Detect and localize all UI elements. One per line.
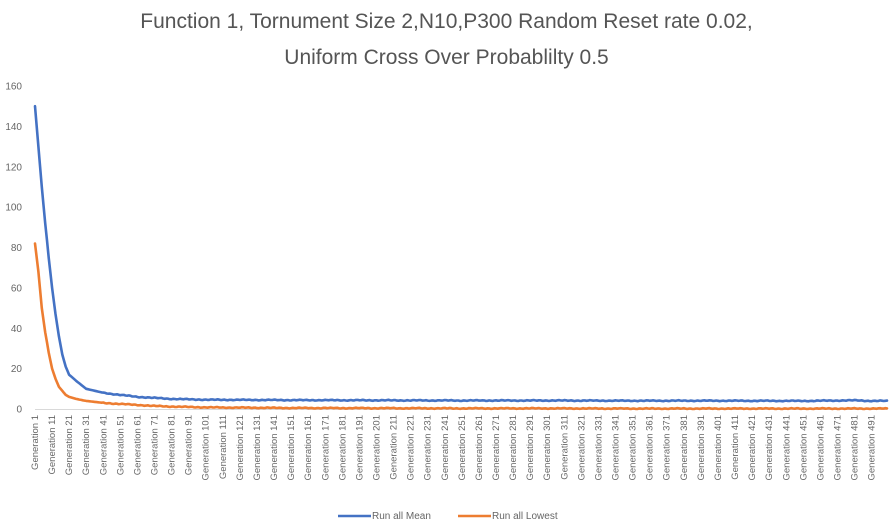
x-tick-label: Generation 181 <box>337 415 348 481</box>
x-tick-label: Generation 101 <box>201 415 212 481</box>
y-tick-label: 140 <box>5 122 22 133</box>
x-tick-label: Generation 161 <box>303 415 314 481</box>
x-tick-label: Generation 361 <box>645 415 656 481</box>
x-tick-label: Generation 91 <box>184 415 195 475</box>
y-axis: 0 20 40 60 80 100 120 140 160 <box>5 82 22 416</box>
x-tick-label: Generation 11 <box>47 415 58 475</box>
x-tick-label: Generation 241 <box>440 415 451 481</box>
x-tick-label: Generation 1 <box>30 415 41 470</box>
x-tick-label: Generation 301 <box>542 415 553 481</box>
x-tick-label: Generation 481 <box>850 415 861 481</box>
y-tick-label: 60 <box>11 283 23 294</box>
x-tick-label: Generation 231 <box>423 415 434 481</box>
chart-title-line-2: Uniform Cross Over Probablilty 0.5 <box>284 46 609 69</box>
y-tick-label: 160 <box>5 82 22 93</box>
x-tick-label: Generation 261 <box>474 415 485 481</box>
x-tick-label: Generation 291 <box>525 415 536 481</box>
x-tick-label: Generation 391 <box>696 415 707 481</box>
x-tick-label: Generation 221 <box>406 415 417 481</box>
x-tick-label: Generation 421 <box>747 415 758 481</box>
series-line-2 <box>33 242 889 411</box>
x-tick-label: Generation 441 <box>781 415 792 481</box>
x-tick-label: Generation 311 <box>559 415 570 480</box>
x-tick-label: Generation 201 <box>371 415 382 481</box>
x-tick-label: Generation 431 <box>764 415 775 481</box>
y-tick-label: 40 <box>11 324 23 335</box>
series-line-1 <box>33 104 889 403</box>
x-tick-label: Generation 191 <box>354 415 365 481</box>
x-tick-label: Generation 111 <box>218 415 229 479</box>
x-tick-label: Generation 461 <box>815 415 826 481</box>
x-tick-label: Generation 341 <box>611 415 622 481</box>
legend-label-1: Run all Mean <box>372 511 431 522</box>
x-tick-label: Generation 41 <box>98 415 109 475</box>
y-tick-label: 0 <box>16 405 22 416</box>
x-tick-label: Generation 401 <box>713 415 724 481</box>
legend: Run all Mean Run all Lowest <box>338 511 558 522</box>
y-tick-label: 20 <box>11 364 23 375</box>
x-tick-label: Generation 321 <box>576 415 587 481</box>
x-tick-label: Generation 71 <box>150 415 161 475</box>
x-axis: Generation 1 Generation 11 Generation 21 Ge… <box>30 409 887 481</box>
x-tick-label: Generation 171 <box>320 415 331 481</box>
y-tick-label: 100 <box>5 203 22 214</box>
x-tick-label: Generation 451 <box>798 415 809 481</box>
x-tick-label: Generation 251 <box>457 415 468 481</box>
x-tick-label: Generation 51 <box>115 415 126 475</box>
x-tick-label: Generation 81 <box>167 415 178 475</box>
x-tick-label: Generation 131 <box>252 415 263 481</box>
x-tick-label: Generation 31 <box>81 415 92 475</box>
legend-label-2: Run all Lowest <box>492 511 558 522</box>
y-tick-label: 80 <box>11 243 23 254</box>
x-tick-label: Generation 121 <box>235 415 246 481</box>
x-tick-label: Generation 331 <box>593 415 604 481</box>
x-tick-label: Generation 61 <box>132 415 143 475</box>
x-tick-label: Generation 351 <box>628 415 639 481</box>
x-tick-label: Generation 381 <box>679 415 690 481</box>
x-tick-label: Generation 491 <box>867 415 878 481</box>
x-tick-label: Generation 371 <box>662 415 673 481</box>
x-tick-label: Generation 471 <box>832 415 843 481</box>
x-tick-label: Generation 271 <box>491 415 502 481</box>
x-tick-label: Generation 151 <box>286 415 297 481</box>
x-tick-label: Generation 411 <box>730 415 741 480</box>
x-tick-label: Generation 21 <box>64 415 75 475</box>
chart-title-line-1: Function 1, Tornument Size 2,N10,P300 Ra… <box>140 10 753 33</box>
x-tick-label: Generation 211 <box>389 415 400 480</box>
x-tick-label: Generation 281 <box>508 415 519 481</box>
y-tick-label: 120 <box>5 162 22 173</box>
x-tick-label: Generation 141 <box>269 415 280 481</box>
plot-area <box>33 104 889 411</box>
